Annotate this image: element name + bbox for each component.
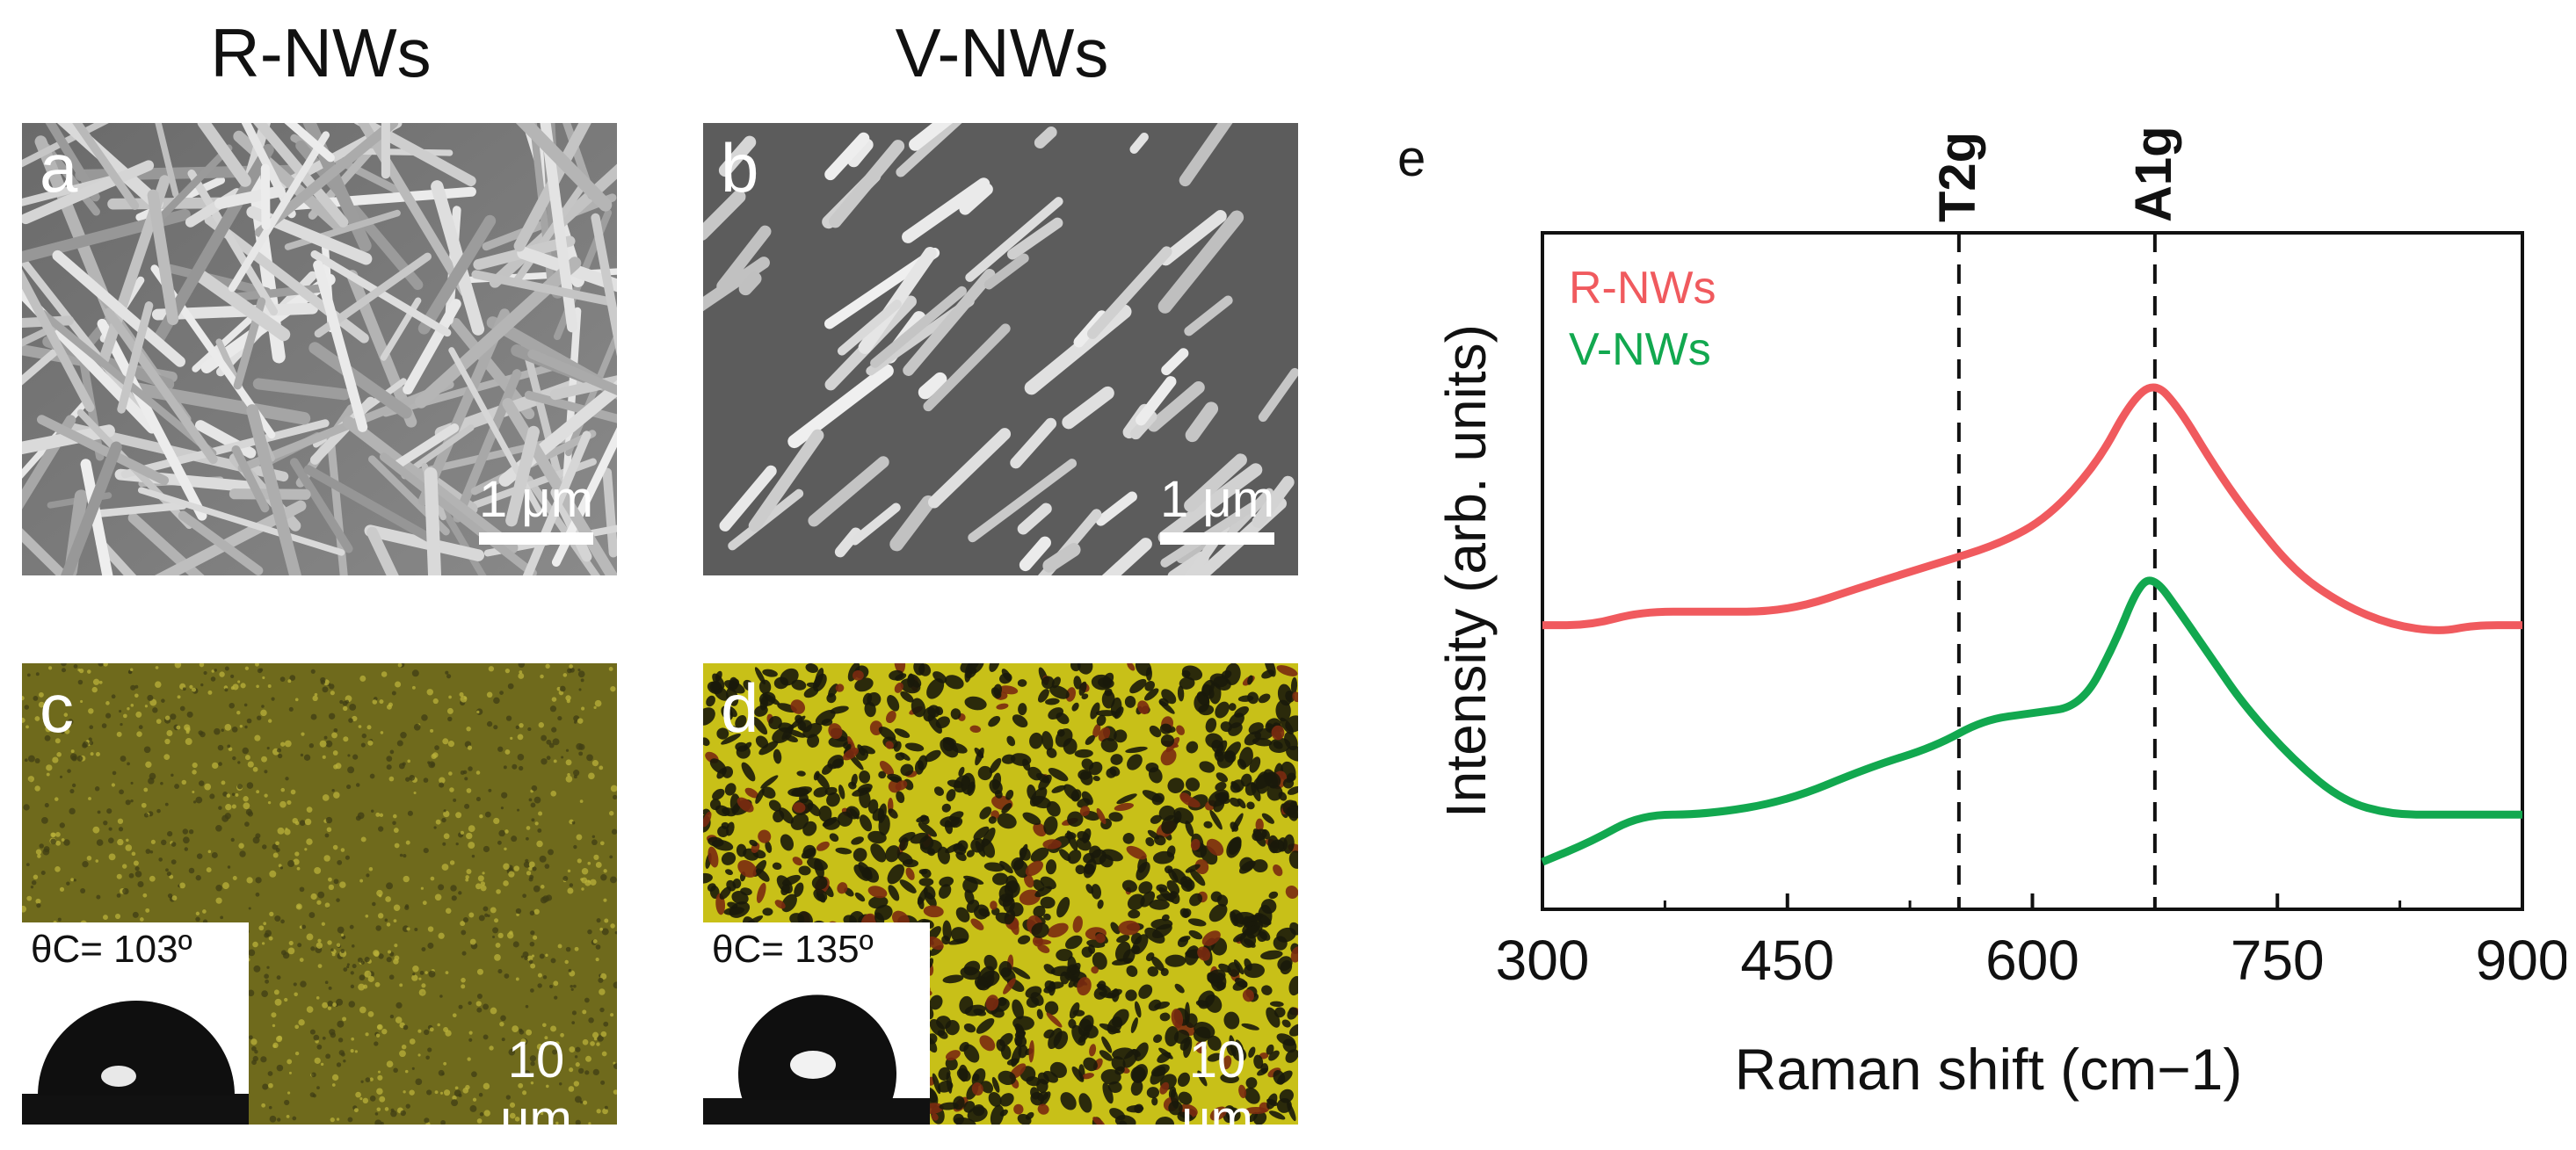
contact-angle-inset-c: θC= 103º [22,922,249,1125]
series-line-v-nws [1541,576,2522,866]
y-axis-label: Intensity (arb. units) [1434,324,1498,818]
panel-letter-e: e [1397,130,1426,187]
x-tick-label: 600 [1985,929,2079,992]
panel-d-optical-image: d θC= 135º 10 μm [703,663,1298,1125]
title-r-nws: R-NWs [210,14,432,91]
panel-letter-a: a [40,129,78,206]
contact-angle-inset-d: θC= 135º [703,922,930,1125]
x-tick-label: 450 [1740,929,1834,992]
panel-letter-d: d [721,669,759,747]
droplet-d [703,994,930,1125]
x-tick-label: 300 [1496,929,1590,992]
scale-bar-d: 10 μm [1147,1031,1288,1125]
droplet-c [22,1001,249,1125]
sem-dense-texture [22,123,617,575]
panel-letter-b: b [721,129,759,206]
panel-letter-c: c [40,669,74,747]
optical-coarse-texture [703,663,1298,1125]
reference-label-t2g: T2g [1929,132,1986,222]
reference-label-a1g: A1g [2125,126,2182,222]
scale-label-d: 10 μm [1181,1031,1253,1125]
x-axis-label: Raman shift (cm−1) [1735,1037,2243,1102]
raman-chart: e 300 450 600 750 900 Raman shift (cm−1) Intens… [1397,126,2566,1102]
legend-entry-v-nws: V-NWs [1569,324,1711,375]
x-tick-label: 750 [2231,929,2325,992]
contact-angle-label-d: θC= 135º [712,928,874,971]
title-v-nws: V-NWs [895,14,1109,91]
scale-bar-a: 1 μm [470,470,602,545]
scale-bar-c: 10 μm [466,1031,606,1125]
x-tick-label: 900 [2476,929,2566,992]
scale-bar-b: 1 μm [1151,470,1283,545]
contact-angle-label-c: θC= 103º [31,928,192,971]
series-line-r-nws [1542,383,2522,634]
panel-a-sem-image: a 1 μm [22,123,617,575]
scale-label-c: 10 μm [500,1031,572,1125]
scale-label-b: 1 μm [1159,471,1275,528]
panel-c-optical-image: c θC= 103º 10 μm [22,663,617,1125]
legend-entry-r-nws: R-NWs [1569,263,1716,314]
panel-b-sem-image: b 1 μm [703,123,1298,575]
scale-label-a: 1 μm [478,471,594,528]
